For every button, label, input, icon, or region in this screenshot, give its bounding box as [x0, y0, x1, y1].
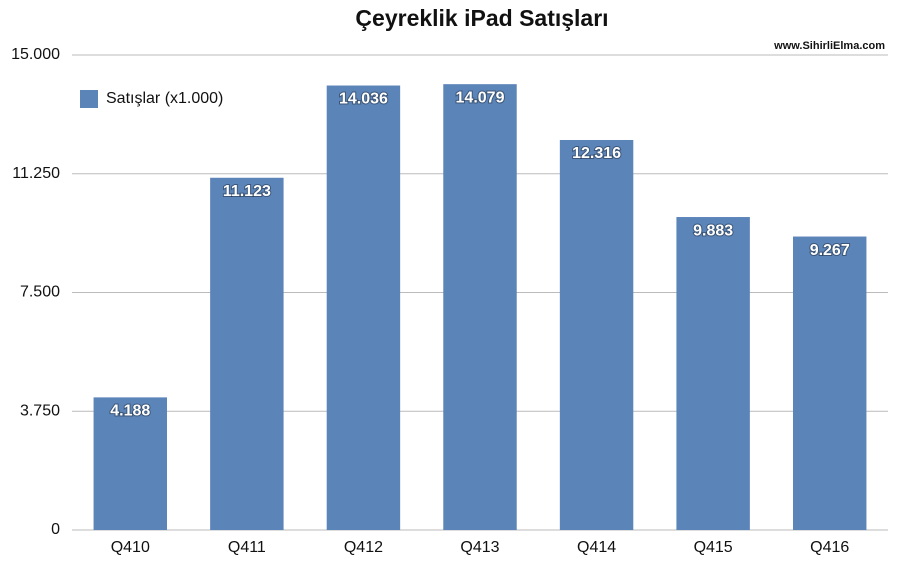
value-label: 14.036: [339, 91, 388, 108]
x-tick-label: Q411: [228, 539, 266, 556]
bar: [326, 85, 401, 530]
legend-label: Satışlar (x1.000): [106, 90, 223, 107]
bar: [676, 217, 750, 530]
x-tick-label: Q415: [694, 539, 733, 556]
value-label: 9.267: [810, 242, 850, 259]
value-label: 9.883: [693, 222, 733, 239]
value-label: 11.123: [223, 183, 271, 200]
y-tick-label: 11.250: [12, 165, 60, 182]
x-tick-label: Q414: [577, 539, 616, 556]
legend-swatch: [80, 90, 98, 108]
y-tick-label: 7.500: [20, 284, 60, 301]
x-tick-label: Q413: [460, 539, 499, 556]
x-tick-label: Q412: [344, 539, 383, 556]
bar: [443, 84, 517, 530]
watermark: www.SihirliElma.com: [773, 40, 885, 52]
y-tick-label: 15.000: [11, 46, 60, 63]
x-tick-label: Q416: [810, 539, 849, 556]
bar: [792, 236, 867, 531]
y-tick-label: 3.750: [20, 402, 60, 419]
value-label: 4.188: [110, 403, 150, 420]
value-label: 14.079: [456, 89, 505, 106]
bar: [559, 139, 634, 530]
x-tick-label: Q410: [111, 539, 150, 556]
y-tick-label: 0: [51, 521, 60, 538]
bar: [93, 397, 168, 530]
chart-title: Çeyreklik iPad Satışları: [355, 5, 608, 31]
bar: [210, 177, 284, 530]
value-label: 12.316: [572, 145, 621, 162]
